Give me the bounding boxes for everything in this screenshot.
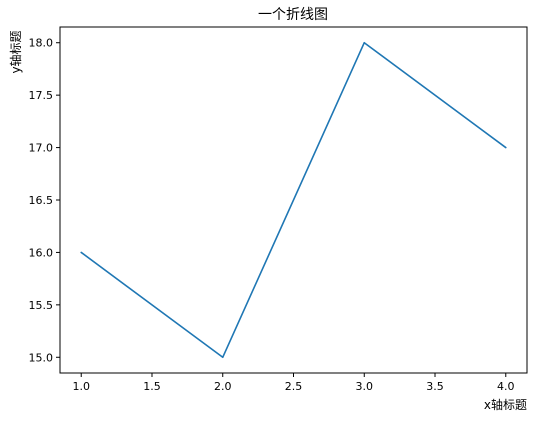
- y-tick-label: 17.0: [29, 142, 54, 155]
- x-tick-label: 1.0: [72, 380, 90, 393]
- y-tick-label: 16.5: [29, 194, 54, 207]
- data-point: [505, 146, 507, 149]
- chart-title: 一个折线图: [258, 7, 328, 23]
- y-tick-label: 15.5: [29, 299, 54, 312]
- x-tick-label: 2.0: [214, 380, 232, 393]
- data-point: [80, 251, 82, 254]
- data-point: [363, 42, 365, 44]
- series-line: [80, 41, 507, 359]
- axes-ticks: 1.0 1.5 2.0 2.5 3.0 3.5 4.0 15.0 15.5 16.0 16.5 17.…: [29, 37, 515, 393]
- plot-frame: [59, 26, 528, 374]
- x-tick-label: 2.5: [285, 380, 303, 393]
- y-tick-label: 18.0: [29, 37, 54, 50]
- x-tick-label: 1.5: [143, 380, 161, 393]
- data-point: [222, 356, 224, 358]
- y-tick-label: 15.0: [29, 351, 54, 364]
- y-axis-label: y轴标题: [8, 30, 23, 73]
- x-tick-label: 3.0: [356, 380, 374, 393]
- y-tick-label: 16.0: [29, 246, 54, 259]
- x-axis-label: x轴标题: [484, 397, 527, 412]
- x-tick-label: 3.5: [426, 380, 444, 393]
- y-tick-label: 17.5: [29, 89, 54, 102]
- x-tick-label: 4.0: [497, 380, 515, 393]
- data-series: [80, 41, 507, 359]
